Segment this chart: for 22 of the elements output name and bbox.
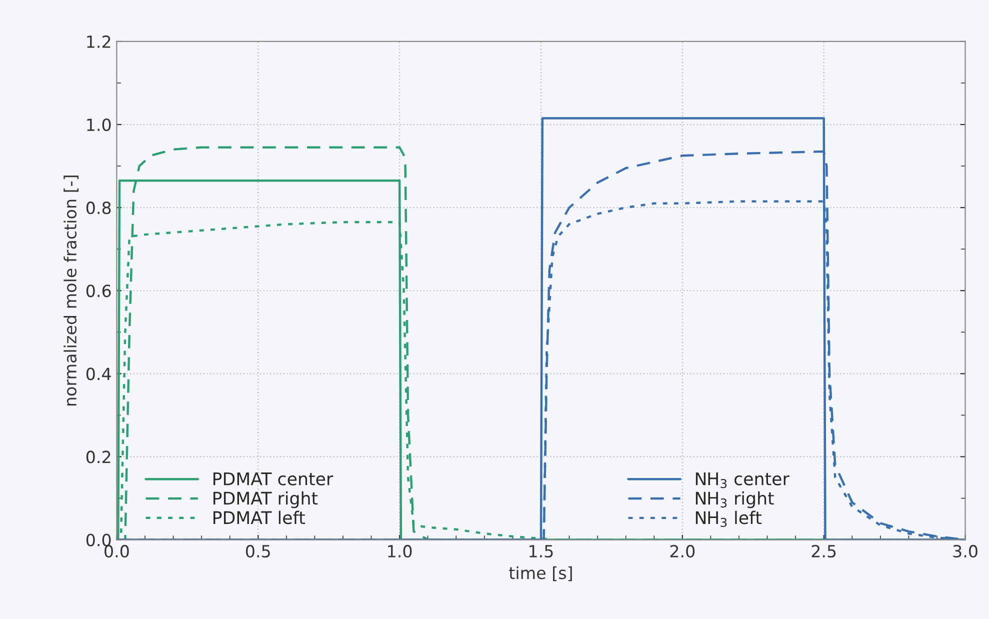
legend-label: PDMAT right: [214, 491, 318, 508]
y-tick-label: 1.0: [87, 118, 111, 132]
y-tick-label: 0.4: [86, 368, 111, 380]
x-tick-label: 3.0: [953, 544, 978, 558]
y-axis-title: normalized mole fraction [-]: [64, 176, 79, 406]
y-tick-label: 0.8: [86, 202, 111, 214]
y-tick-label: 0.0: [86, 534, 111, 546]
x-tick-label: 2.0: [670, 544, 695, 558]
y-tick-label: 0.2: [86, 450, 110, 464]
legend-label: NH$_{3}$ right: [696, 491, 774, 508]
x-tick-label: 1.5: [530, 545, 553, 558]
legend-label: NH$_{3}$ center: [696, 472, 790, 488]
legend-label: PDMAT center: [214, 472, 334, 486]
x-axis-title: time [s]: [509, 566, 572, 582]
legend-label: NH$_{3}$ left: [696, 510, 762, 528]
y-tick-label: 1.2: [87, 35, 110, 48]
y-tick-label: 0.6: [86, 284, 111, 298]
legend-label: PDMAT left: [214, 510, 305, 524]
x-tick-label: 2.5: [812, 544, 836, 558]
x-tick-label: 1.0: [388, 544, 412, 558]
x-tick-label: 0.5: [246, 544, 270, 558]
x-tick-label: 0.0: [104, 544, 129, 558]
